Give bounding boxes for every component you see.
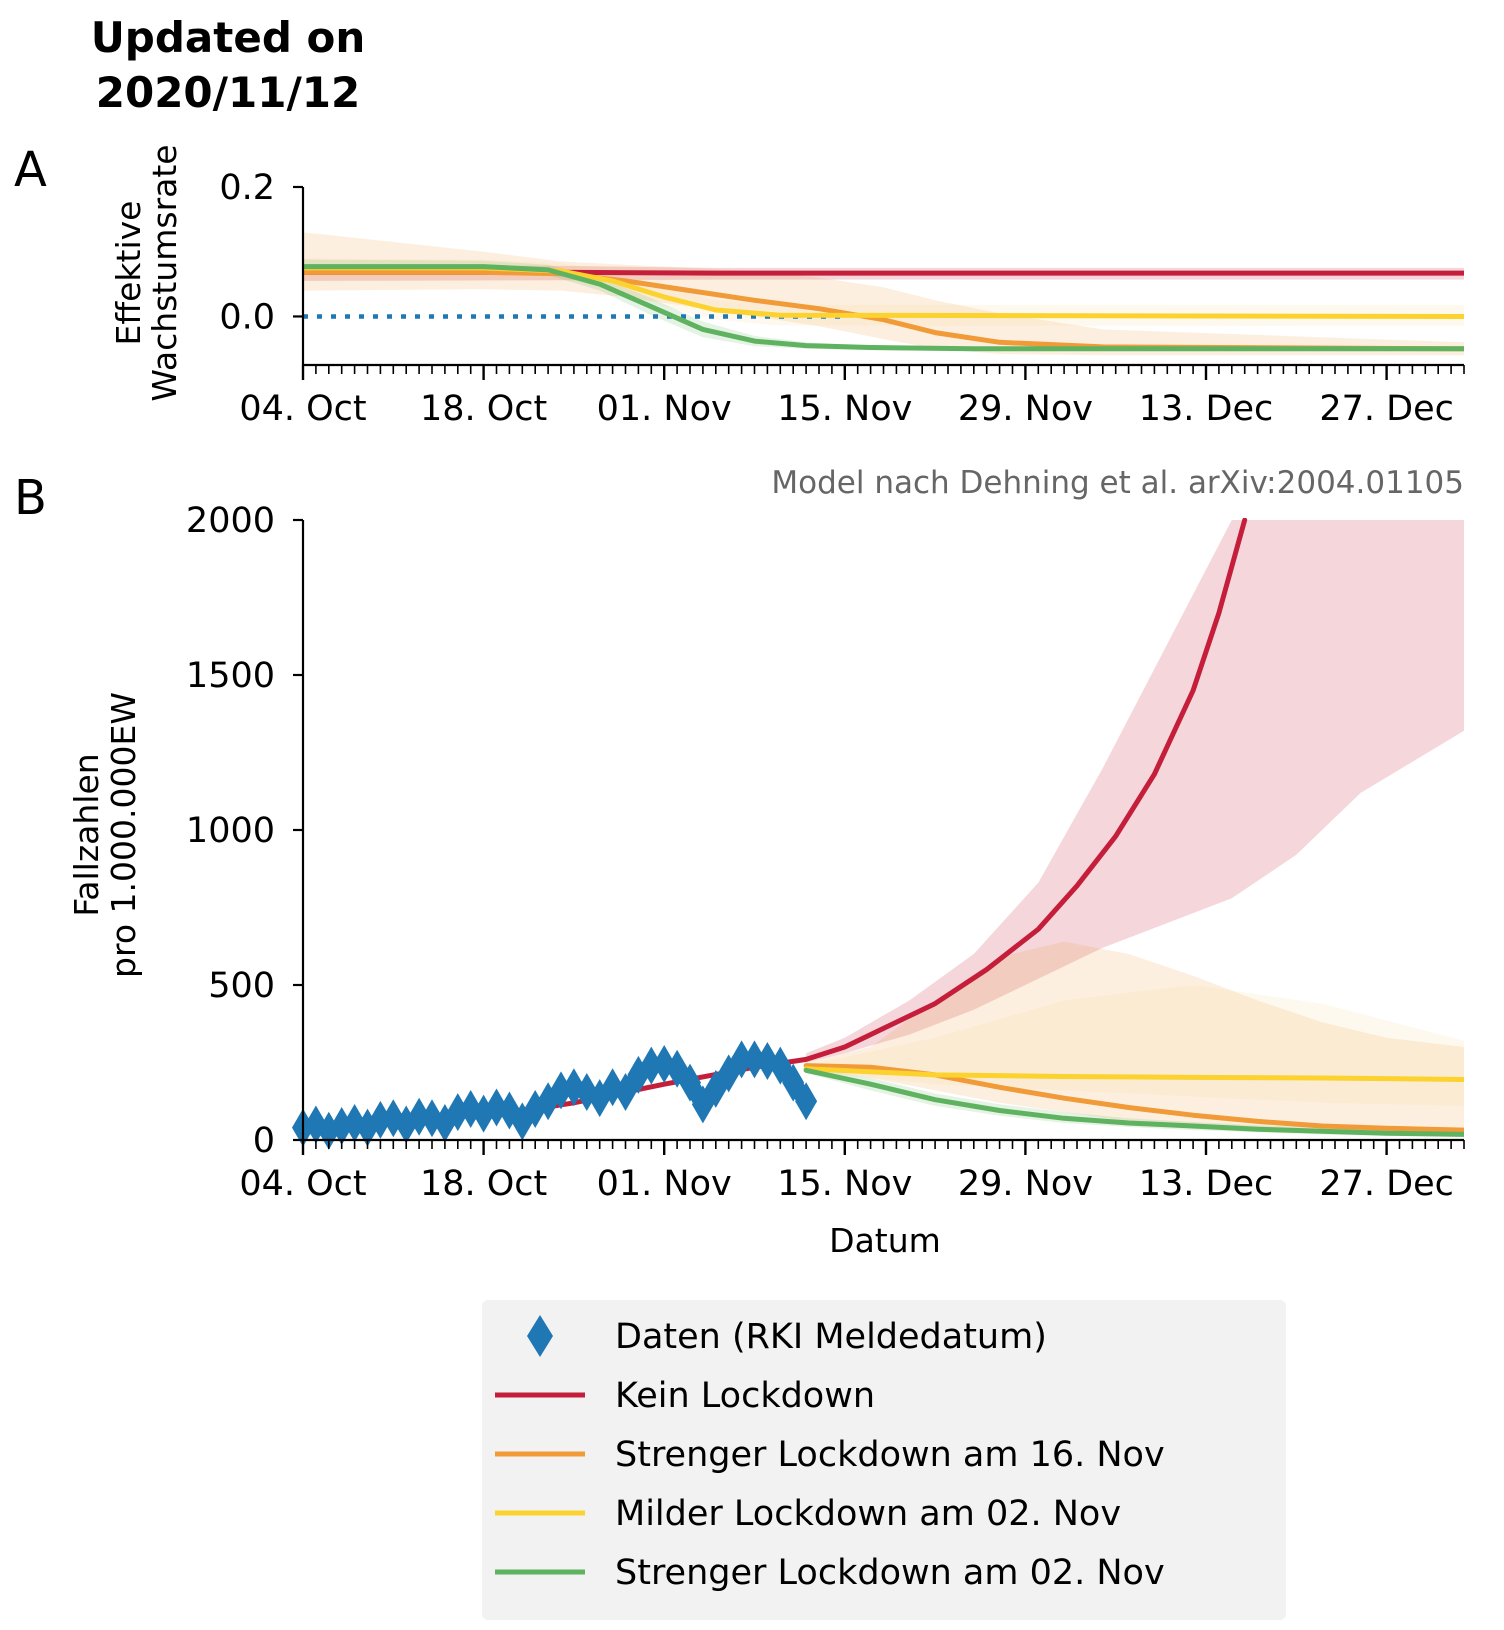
growth-rate-x-tick-label: 04. Oct <box>239 389 366 429</box>
panel-b-letter: B <box>14 470 47 526</box>
growth-rate-axes: 0.0 0.2 04. Oct 18. Oct 01. Nov 15. Nov 29. No… <box>219 168 1465 429</box>
update-title-line2: 2020/11/12 <box>96 68 360 117</box>
case-numbers-x-tick-label: 27. Dec <box>1319 1164 1454 1204</box>
case-numbers-band-streng16 <box>806 941 1464 1136</box>
growth-rate-x-tick-label: 13. Dec <box>1139 389 1274 429</box>
case-numbers-data-point <box>550 1071 572 1110</box>
case-numbers-data-point <box>640 1046 663 1085</box>
growth-rate-bands <box>303 232 1464 356</box>
case-numbers-x-tick-label: 01. Nov <box>597 1164 732 1204</box>
case-numbers-data-point <box>330 1107 353 1146</box>
case-numbers-y-tick-label: 0 <box>253 1121 275 1161</box>
legend-item-kein: Kein Lockdown <box>495 1376 875 1416</box>
case-numbers-ylabel-line2: pro 1.000.000EW <box>104 692 143 978</box>
case-numbers-x-tick-label: 18. Oct <box>420 1164 547 1204</box>
case-numbers-axes: 0 500 1000 1500 2000 04. Oct 18. Oct 01. Nov 15.… <box>186 501 1465 1204</box>
legend-marker-data <box>527 1315 553 1357</box>
case-numbers-data-point <box>408 1097 431 1136</box>
legend-label-streng02: Strenger Lockdown am 02. Nov <box>615 1553 1165 1593</box>
growth-rate-chart: 0.0 0.2 04. Oct 18. Oct 01. Nov 15. Nov 29. No… <box>109 144 1465 429</box>
legend: Daten (RKI Meldedatum) Kein Lockdown Str… <box>482 1300 1286 1620</box>
case-numbers-band-kein <box>806 520 1464 1063</box>
legend-label-mild02: Milder Lockdown am 02. Nov <box>615 1494 1121 1534</box>
case-numbers-x-tick-label: 04. Oct <box>239 1164 366 1204</box>
case-numbers-line-kein <box>494 518 1248 1118</box>
legend-label-streng16: Strenger Lockdown am 16. Nov <box>615 1435 1165 1475</box>
growth-rate-line-streng16 <box>303 269 1464 352</box>
case-numbers-data-point <box>498 1091 521 1130</box>
legend-label-kein: Kein Lockdown <box>615 1376 875 1416</box>
case-numbers-data-point <box>369 1100 392 1139</box>
case-numbers-y-tick-label: 1000 <box>186 811 275 851</box>
case-numbers-data-point <box>769 1046 792 1085</box>
case-numbers-x-tick-label: 15. Nov <box>777 1164 912 1204</box>
case-numbers-lines <box>494 518 1464 1137</box>
case-numbers-data-point <box>485 1088 508 1127</box>
legend-item-streng16: Strenger Lockdown am 16. Nov <box>495 1435 1165 1475</box>
case-numbers-data-point <box>743 1040 766 1079</box>
case-numbers-data-point <box>614 1072 637 1111</box>
case-numbers-x-tick-label: 13. Dec <box>1139 1164 1274 1204</box>
growth-rate-ylabel-line2: Wachstumsrate <box>145 144 184 401</box>
case-numbers-data-point <box>679 1063 701 1102</box>
case-numbers-y-tick-label: 2000 <box>186 501 275 541</box>
model-credit: Model nach Dehning et al. arXiv:2004.011… <box>771 465 1464 501</box>
panel-a-letter: A <box>14 142 47 198</box>
growth-rate-x-tick-label: 29. Nov <box>958 389 1093 429</box>
case-numbers-data-point <box>795 1082 818 1121</box>
case-numbers-data-markers <box>292 1040 818 1150</box>
case-numbers-xlabel: Datum <box>829 1221 941 1260</box>
growth-rate-x-tick-label: 15. Nov <box>777 389 912 429</box>
legend-item-streng02: Strenger Lockdown am 02. Nov <box>495 1553 1165 1593</box>
growth-rate-line-streng02 <box>303 264 1464 352</box>
growth-rate-ylabel-line1: Effektive <box>109 201 148 346</box>
case-numbers-line-mild02 <box>803 1066 1464 1082</box>
growth-rate-y-tick-label: 0.0 <box>219 297 275 337</box>
case-numbers-bands <box>806 520 1464 1137</box>
case-numbers-y-tick-label: 500 <box>208 966 275 1006</box>
growth-rate-band-streng16 <box>303 232 1464 356</box>
case-numbers-ylabel-line1: Fallzahlen <box>67 753 106 916</box>
case-numbers-y-tick-label: 1500 <box>186 656 275 696</box>
growth-rate-y-tick-label: 0.2 <box>219 168 275 208</box>
legend-box <box>482 1300 1286 1620</box>
growth-rate-x-tick-label: 01. Nov <box>597 389 732 429</box>
case-numbers-line-streng02 <box>803 1067 1464 1137</box>
case-numbers-chart: 0 500 1000 1500 2000 04. Oct 18. Oct 01. Nov 15.… <box>67 501 1465 1260</box>
legend-label-data: Daten (RKI Meldedatum) <box>615 1317 1047 1357</box>
case-numbers-data-point <box>730 1040 753 1079</box>
update-title-line1: Updated on <box>91 13 366 62</box>
growth-rate-lines <box>303 264 1464 352</box>
case-numbers-data-point <box>446 1093 469 1132</box>
growth-rate-x-tick-label: 27. Dec <box>1319 389 1454 429</box>
legend-item-mild02: Milder Lockdown am 02. Nov <box>495 1494 1121 1534</box>
case-numbers-data-point <box>782 1063 805 1102</box>
case-numbers-x-tick-label: 29. Nov <box>958 1164 1093 1204</box>
growth-rate-x-tick-label: 18. Oct <box>420 389 547 429</box>
legend-item-data: Daten (RKI Meldedatum) <box>527 1315 1047 1357</box>
